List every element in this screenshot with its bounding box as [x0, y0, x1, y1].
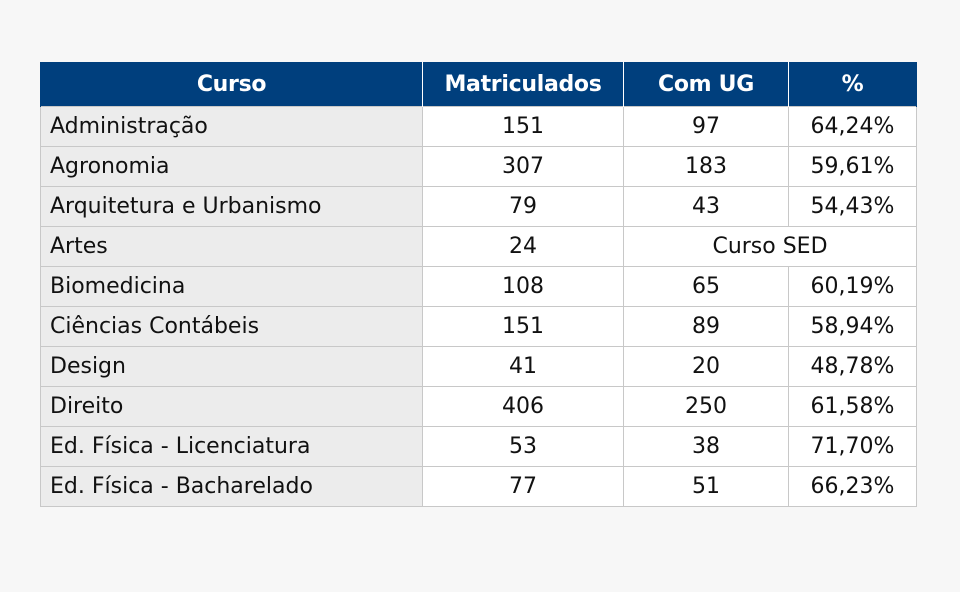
cell-curso: Ed. Física - Bacharelado	[40, 466, 423, 507]
header-curso: Curso	[40, 62, 423, 107]
table-row: Biomedicina 108 65 60,19%	[40, 266, 917, 307]
table-row: Design 41 20 48,78%	[40, 346, 917, 387]
cell-curso: Design	[40, 346, 423, 387]
enrollment-table: Curso Matriculados Com UG % Administraçã…	[40, 62, 917, 507]
cell-matriculados: 151	[422, 106, 624, 147]
header-row: Curso Matriculados Com UG %	[40, 62, 917, 107]
cell-com-ug: 43	[623, 186, 789, 227]
cell-merged-note: Curso SED	[623, 226, 917, 267]
cell-curso: Agronomia	[40, 146, 423, 187]
cell-matriculados: 41	[422, 346, 624, 387]
cell-percent: 64,24%	[788, 106, 917, 147]
cell-matriculados: 24	[422, 226, 624, 267]
cell-com-ug: 51	[623, 466, 789, 507]
cell-percent: 48,78%	[788, 346, 917, 387]
cell-com-ug: 250	[623, 386, 789, 427]
table-row: Direito 406 250 61,58%	[40, 386, 917, 427]
cell-percent: 61,58%	[788, 386, 917, 427]
cell-curso: Ed. Física - Licenciatura	[40, 426, 423, 467]
cell-com-ug: 65	[623, 266, 789, 307]
cell-com-ug: 97	[623, 106, 789, 147]
cell-matriculados: 53	[422, 426, 624, 467]
cell-percent: 59,61%	[788, 146, 917, 187]
table-row: Ed. Física - Licenciatura 53 38 71,70%	[40, 426, 917, 467]
table-row: Ed. Física - Bacharelado 77 51 66,23%	[40, 466, 917, 507]
cell-curso: Direito	[40, 386, 423, 427]
header-com-ug: Com UG	[623, 62, 789, 107]
cell-matriculados: 307	[422, 146, 624, 187]
cell-percent: 60,19%	[788, 266, 917, 307]
enrollment-table-container: Curso Matriculados Com UG % Administraçã…	[40, 62, 917, 507]
cell-matriculados: 77	[422, 466, 624, 507]
table-row: Agronomia 307 183 59,61%	[40, 146, 917, 187]
header-matriculados: Matriculados	[422, 62, 624, 107]
cell-matriculados: 151	[422, 306, 624, 347]
table-row: Ciências Contábeis 151 89 58,94%	[40, 306, 917, 347]
cell-com-ug: 38	[623, 426, 789, 467]
table-body: Administração 151 97 64,24% Agronomia 30…	[40, 106, 917, 507]
cell-matriculados: 406	[422, 386, 624, 427]
table-row: Arquitetura e Urbanismo 79 43 54,43%	[40, 186, 917, 227]
table-row: Administração 151 97 64,24%	[40, 106, 917, 147]
cell-com-ug: 89	[623, 306, 789, 347]
cell-matriculados: 108	[422, 266, 624, 307]
table-header: Curso Matriculados Com UG %	[40, 62, 917, 107]
cell-percent: 66,23%	[788, 466, 917, 507]
cell-com-ug: 183	[623, 146, 789, 187]
cell-percent: 58,94%	[788, 306, 917, 347]
cell-percent: 54,43%	[788, 186, 917, 227]
header-percent: %	[788, 62, 917, 107]
cell-curso: Ciências Contábeis	[40, 306, 423, 347]
cell-curso: Administração	[40, 106, 423, 147]
cell-curso: Biomedicina	[40, 266, 423, 307]
cell-percent: 71,70%	[788, 426, 917, 467]
cell-curso: Artes	[40, 226, 423, 267]
cell-matriculados: 79	[422, 186, 624, 227]
cell-com-ug: 20	[623, 346, 789, 387]
table-row: Artes 24 Curso SED	[40, 226, 917, 267]
cell-curso: Arquitetura e Urbanismo	[40, 186, 423, 227]
